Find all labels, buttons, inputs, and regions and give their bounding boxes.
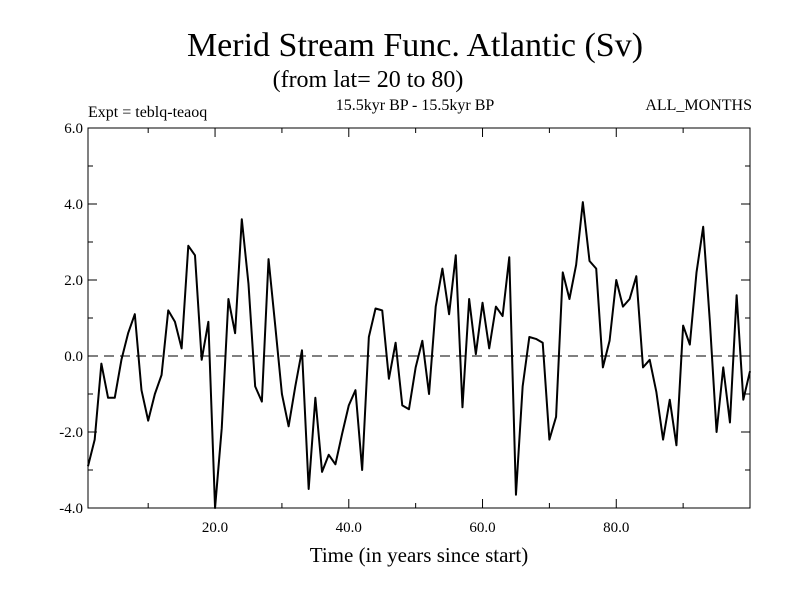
x-axis-label: Time (in years since start) <box>310 543 529 567</box>
chart-subtitle: (from lat= 20 to 80) <box>273 67 464 93</box>
x-tick-label: 40.0 <box>336 520 362 536</box>
series-group <box>87 201 751 509</box>
y-tick-label: 0.0 <box>64 349 83 365</box>
chart-period: 15.5kyr BP - 15.5kyr BP <box>336 97 495 114</box>
chart-experiment: Expt = teblq-teaoq <box>88 104 207 121</box>
x-tick-label: 20.0 <box>202 520 228 536</box>
x-tick-label: 80.0 <box>603 520 629 536</box>
y-tick-label: 2.0 <box>64 273 83 289</box>
x-tick-label: 60.0 <box>469 520 495 536</box>
y-tick-label: 4.0 <box>64 197 83 213</box>
y-tick-label: -4.0 <box>59 501 83 517</box>
series-line <box>87 201 751 509</box>
chart-months: ALL_MONTHS <box>645 97 752 114</box>
plot-frame <box>87 127 751 509</box>
chart-title: Merid Stream Func. Atlantic (Sv) <box>187 27 643 64</box>
y-tick-label: 6.0 <box>64 121 83 137</box>
y-axis: -4.0 -2.0 0.0 2.0 4.0 6.0 <box>59 121 750 517</box>
x-axis: 20.0 40.0 60.0 80.0 <box>147 128 684 536</box>
y-tick-label: -2.0 <box>59 425 83 441</box>
